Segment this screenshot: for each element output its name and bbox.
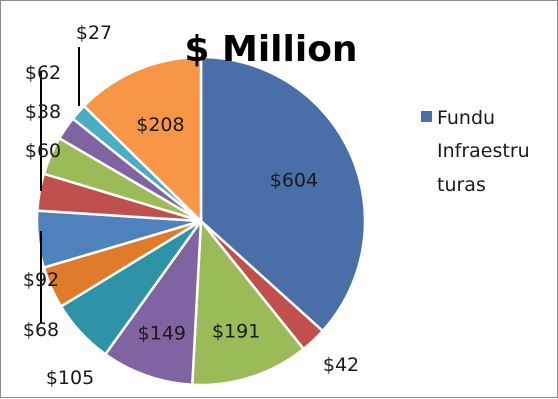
slice-data-label: $38 (25, 101, 61, 123)
legend-entry-line-2: Infraestru (437, 140, 530, 162)
pie-slice (103, 216, 203, 387)
data-labels: $604 $42 $191 $149 $105 $68 $92 $60 $62 $38 $27 $20… (23, 22, 359, 389)
legend-entry-line-3: turas (437, 174, 486, 196)
slice-data-label: $92 (23, 269, 59, 291)
slice-data-label: $191 (212, 320, 260, 342)
chart-title: $ Million (184, 29, 357, 70)
slice-data-label: $68 (23, 319, 59, 341)
slice-data-label: $208 (136, 114, 184, 136)
slice-data-label: $149 (138, 322, 186, 344)
slice-data-label: $62 (25, 62, 61, 84)
pie-slices (35, 55, 367, 387)
slice-data-label: $105 (46, 367, 94, 389)
slice-data-label: $60 (25, 140, 61, 162)
pie-slice (199, 55, 367, 333)
slice-data-label: $27 (76, 22, 112, 44)
leader-lines (40, 47, 80, 323)
pie-slice (82, 55, 203, 224)
legend: Fundu Infraestru turas (421, 107, 530, 196)
pie-slice (190, 217, 306, 387)
slice-data-label: $604 (270, 170, 318, 192)
slice-data-label: $42 (323, 354, 359, 376)
legend-entry-line-1: Fundu (437, 107, 495, 129)
legend-swatch (421, 111, 432, 122)
